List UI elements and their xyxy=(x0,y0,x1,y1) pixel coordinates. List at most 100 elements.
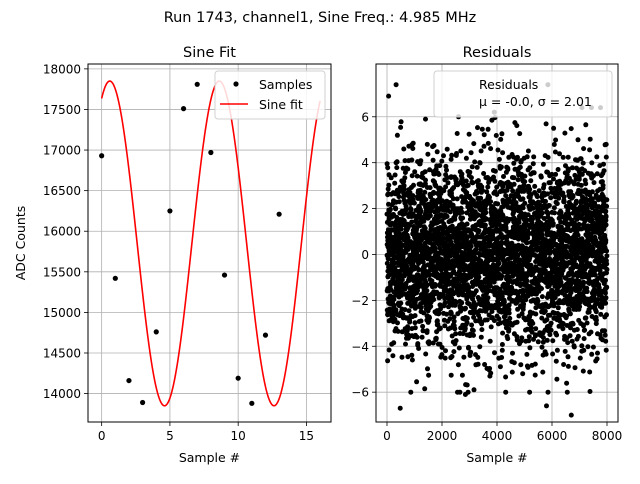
residual-point xyxy=(391,302,397,308)
residual-point xyxy=(422,225,428,231)
residual-point xyxy=(397,405,403,411)
sine-fit-ytick-label-8: 18000 xyxy=(43,62,81,76)
residual-point xyxy=(420,328,426,334)
residual-point xyxy=(567,311,573,317)
residual-point xyxy=(436,172,442,177)
sine-fit-legend: Samples Sine fit xyxy=(214,70,326,120)
residual-point xyxy=(422,189,428,195)
residual-point xyxy=(427,213,433,219)
residual-point xyxy=(521,301,527,307)
residual-point xyxy=(600,182,606,188)
residual-point xyxy=(434,149,440,155)
residual-point xyxy=(451,314,457,320)
residual-point xyxy=(391,296,397,302)
residual-point xyxy=(385,358,391,364)
residual-point xyxy=(436,310,442,316)
residual-point xyxy=(604,312,609,318)
residual-point xyxy=(533,311,539,317)
residual-point xyxy=(475,125,480,131)
residual-point xyxy=(551,176,556,182)
residual-point xyxy=(483,226,488,232)
residual-point xyxy=(488,370,494,376)
residual-point xyxy=(497,364,503,370)
residual-point xyxy=(560,326,566,332)
residual-point xyxy=(471,141,477,147)
residual-point xyxy=(545,389,551,395)
residual-point xyxy=(403,341,408,347)
residual-point xyxy=(401,146,407,152)
residual-point xyxy=(424,328,430,334)
residual-point xyxy=(449,223,455,229)
residual-point xyxy=(554,332,560,338)
residual-point xyxy=(448,372,454,378)
residual-point xyxy=(459,372,465,378)
residual-point xyxy=(396,194,402,200)
legend-samples-marker xyxy=(233,81,239,87)
sine-fit-plot: Sine Fit 0 5 10 15 14000 14500 15000 15500 16000… xyxy=(13,45,332,465)
sine-fit-grid xyxy=(88,64,331,422)
residual-point xyxy=(586,309,592,315)
residual-point xyxy=(602,328,608,334)
residual-point xyxy=(408,389,414,395)
residual-point xyxy=(572,365,578,371)
residual-point xyxy=(500,213,506,219)
residual-point xyxy=(528,178,534,184)
residual-point xyxy=(515,177,521,183)
residual-point xyxy=(431,297,437,303)
sample-point xyxy=(126,377,132,384)
sine-fit-ylabel: ADC Counts xyxy=(13,206,28,281)
sine-fit-legend-box xyxy=(214,70,326,120)
residual-point xyxy=(555,167,561,172)
residual-point xyxy=(581,279,587,285)
residual-point xyxy=(535,298,541,304)
residual-point xyxy=(540,369,546,375)
residual-point xyxy=(482,362,488,367)
residual-point xyxy=(587,389,593,394)
residuals-ytick-label-4: 2 xyxy=(361,202,369,216)
residual-point xyxy=(603,338,609,344)
residual-point xyxy=(530,216,536,222)
residual-point xyxy=(411,182,416,188)
residual-point xyxy=(602,332,608,338)
residual-point xyxy=(385,256,391,262)
residual-point xyxy=(451,268,457,274)
residual-point xyxy=(388,175,394,181)
residual-point xyxy=(412,169,418,175)
residual-point xyxy=(586,202,592,208)
sine-fit-xtick-label-1: 5 xyxy=(166,429,174,443)
residual-point xyxy=(540,161,546,167)
sine-fit-ytick-label-3: 15500 xyxy=(43,265,81,279)
residual-point xyxy=(555,305,561,311)
sample-point xyxy=(221,272,228,278)
residual-point xyxy=(405,354,411,360)
residual-point xyxy=(456,292,462,298)
residual-point xyxy=(558,279,564,285)
residual-point xyxy=(468,349,474,355)
residual-point xyxy=(511,175,517,181)
residual-point xyxy=(474,190,480,196)
residual-point xyxy=(453,338,459,344)
residual-point xyxy=(589,160,595,166)
residual-point xyxy=(591,173,596,179)
residual-point xyxy=(448,156,454,162)
sample-point xyxy=(262,332,269,338)
residual-point xyxy=(426,341,432,347)
residual-point xyxy=(568,412,574,418)
residual-point xyxy=(603,347,609,353)
residual-point xyxy=(544,317,550,323)
residual-point xyxy=(587,278,593,284)
residual-point xyxy=(514,319,520,325)
residual-point xyxy=(590,344,596,350)
residual-point xyxy=(384,260,390,266)
residual-point xyxy=(405,235,411,241)
residual-point xyxy=(603,208,609,214)
residual-point xyxy=(496,316,502,322)
residual-point xyxy=(462,326,468,331)
residual-point xyxy=(511,160,517,166)
residual-point xyxy=(484,189,490,195)
residual-point xyxy=(428,303,434,309)
residual-point xyxy=(427,272,433,278)
residual-point xyxy=(560,154,566,160)
residual-point xyxy=(551,303,557,309)
residual-point xyxy=(423,116,428,122)
